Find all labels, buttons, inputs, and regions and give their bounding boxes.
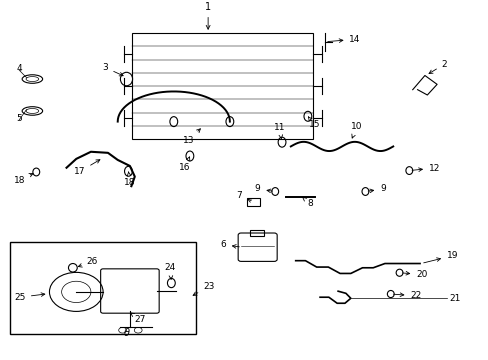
Bar [10, 242, 195, 334]
Text: 13: 13 [183, 129, 200, 145]
Text: 14: 14 [327, 35, 360, 44]
Text: 15: 15 [308, 117, 319, 129]
Text: 23: 23 [193, 282, 214, 296]
Text: 6: 6 [220, 240, 239, 249]
Text: 2: 2 [428, 60, 447, 73]
Text: 8: 8 [302, 197, 312, 208]
Text: 9: 9 [367, 184, 385, 193]
Text: 3: 3 [102, 63, 123, 76]
Text: 21: 21 [448, 294, 460, 303]
Text: 9: 9 [254, 184, 272, 193]
Text: 12: 12 [411, 163, 439, 172]
Text: 26: 26 [78, 257, 98, 267]
Text: $\theta$: $\theta$ [122, 326, 130, 338]
Text: 19: 19 [423, 251, 457, 263]
Text: 27: 27 [130, 313, 145, 324]
Text: 17: 17 [74, 160, 100, 176]
Text: 20: 20 [402, 270, 427, 279]
Text: 24: 24 [164, 263, 176, 279]
Text: 22: 22 [393, 291, 421, 300]
Text: 18: 18 [14, 174, 33, 185]
Text: 18: 18 [124, 172, 135, 187]
Bar [250, 230, 264, 236]
Text: 25: 25 [15, 293, 45, 302]
Text: 10: 10 [350, 122, 362, 138]
Text: 1: 1 [204, 2, 211, 29]
Text: 11: 11 [273, 123, 285, 139]
Text: 4: 4 [17, 64, 22, 73]
Bar [247, 198, 260, 206]
Text: 16: 16 [179, 157, 190, 172]
Text: 7: 7 [235, 190, 251, 202]
Text: 5: 5 [16, 113, 22, 122]
Bar [132, 33, 312, 139]
